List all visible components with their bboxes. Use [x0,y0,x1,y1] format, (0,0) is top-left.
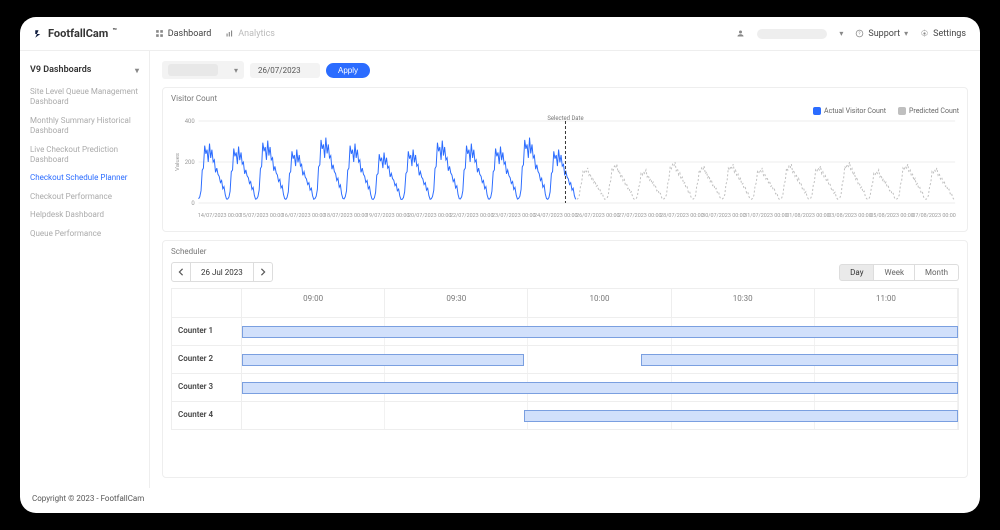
svg-text:30/07/2023 00:00: 30/07/2023 00:00 [702,213,745,219]
counter-row: Counter 3 [172,373,958,401]
svg-text:22/07/2023 00:00: 22/07/2023 00:00 [450,213,493,219]
nav-support[interactable]: ? Support▾ [855,29,908,39]
svg-text:16/07/2023 00:00: 16/07/2023 00:00 [282,213,325,219]
scheduler-date-label: 26 Jul 2023 [191,262,253,282]
sidebar-item[interactable]: Helpdesk Dashboard [28,206,141,224]
view-segmented: Day Week Month [839,264,959,281]
svg-text:18/07/2023 00:00: 18/07/2023 00:00 [324,213,367,219]
chevron-left-icon [177,268,185,276]
chevron-right-icon [259,268,267,276]
sidebar-title-row[interactable]: V9 Dashboards ▾ [28,61,141,81]
svg-text:200: 200 [185,159,195,166]
sidebar-item[interactable]: Checkout Performance [28,188,141,206]
brand-name: FootfallCam [48,27,108,40]
view-week[interactable]: Week [874,264,915,281]
sidebar-item[interactable]: Monthly Summary Historical Dashboard [28,112,141,141]
view-day[interactable]: Day [839,264,874,281]
svg-text:?: ? [859,31,861,37]
gear-icon [920,29,929,38]
visitor-count-chart: 0 200 400 Values Selected Date 14/07/2023 00:… [171,115,959,225]
svg-text:15/07/2023 00:00: 15/07/2023 00:00 [240,213,283,219]
svg-text:05/08/2023 00:00: 05/08/2023 00:00 [870,213,913,219]
date-input[interactable]: 26/07/2023 [250,63,320,78]
svg-text:28/07/2023 00:00: 28/07/2023 00:00 [660,213,703,219]
nav-settings-label: Settings [933,29,966,39]
svg-text:07/08/2023 00:00: 07/08/2023 00:00 [912,213,955,219]
dashboard-icon [155,29,164,38]
user-caret-icon[interactable]: ▾ [839,29,843,38]
counter-row: Counter 2 [172,345,958,373]
next-day-button[interactable] [253,262,273,282]
nav-support-label: Support [868,29,900,39]
svg-text:01/08/2023 00:00: 01/08/2023 00:00 [786,213,829,219]
analytics-icon [225,29,234,38]
svg-text:31/07/2023 00:00: 31/07/2023 00:00 [744,213,787,219]
chevron-down-icon: ▾ [234,66,238,75]
svg-text:Selected Date: Selected Date [547,115,583,122]
counter-row: Counter 1 [172,317,958,345]
counter-row: Counter 4 [172,401,958,429]
svg-text:14/07/2023 00:00: 14/07/2023 00:00 [198,213,241,219]
legend-predicted: Predicted Count [898,107,959,115]
svg-text:27/07/2023 00:00: 27/07/2023 00:00 [618,213,661,219]
sidebar-title: V9 Dashboards [30,65,91,75]
svg-text:24/07/2023 00:00: 24/07/2023 00:00 [534,213,577,219]
visitor-count-card: Visitor Count Actual Visitor Count Predi… [162,87,968,232]
sidebar-item[interactable]: Checkout Schedule Planner [28,169,141,187]
filter-select[interactable]: ▾ [162,61,244,79]
footer-copyright: Copyright © 2023 - FootfallCam [20,488,980,513]
svg-text:03/08/2023 00:00: 03/08/2023 00:00 [828,213,871,219]
scheduler-card: Scheduler 26 Jul 2023 Day Week Month 09:… [162,240,968,478]
scheduler-grid: 09:0009:3010:0010:3011:00Counter 1Counte… [171,288,959,430]
svg-text:23/07/2023 00:00: 23/07/2023 00:00 [492,213,535,219]
legend-actual: Actual Visitor Count [813,107,886,115]
schedule-bar[interactable] [641,354,958,366]
svg-text:0: 0 [191,200,194,207]
schedule-bar[interactable] [242,354,524,366]
counter-label: Counter 1 [172,318,242,345]
brand-logo: FootfallCam ™ [34,27,117,40]
view-month[interactable]: Month [915,264,959,281]
time-header: 09:00 [242,289,385,317]
chart-title: Visitor Count [171,94,959,103]
counter-label: Counter 4 [172,402,242,429]
help-icon: ? [855,29,864,38]
nav-dashboard-label: Dashboard [168,29,212,39]
brand-icon [34,29,44,39]
sidebar-item[interactable]: Site Level Queue Management Dashboard [28,83,141,112]
svg-text:19/07/2023 00:00: 19/07/2023 00:00 [366,213,409,219]
nav-settings[interactable]: Settings [920,29,966,39]
time-header: 10:00 [528,289,671,317]
prev-day-button[interactable] [171,262,191,282]
svg-text:26/07/2023 00:00: 26/07/2023 00:00 [576,213,619,219]
scheduler-title: Scheduler [171,247,959,256]
svg-text:Values: Values [174,153,181,171]
counter-label: Counter 3 [172,374,242,401]
svg-text:400: 400 [185,118,195,125]
nav-analytics[interactable]: Analytics [225,29,275,39]
time-header: 10:30 [672,289,815,317]
sidebar-item[interactable]: Live Checkout Prediction Dashboard [28,141,141,170]
svg-text:20/07/2023 00:00: 20/07/2023 00:00 [408,213,451,219]
sidebar-item[interactable]: Queue Performance [28,225,141,243]
schedule-bar[interactable] [242,326,958,338]
filter-value-redacted [168,64,218,76]
schedule-bar[interactable] [242,382,958,394]
user-name-redacted[interactable] [757,29,827,39]
counter-label: Counter 2 [172,346,242,373]
time-header: 09:30 [385,289,528,317]
user-icon [736,29,745,38]
time-header: 11:00 [815,289,958,317]
nav-dashboard[interactable]: Dashboard [155,29,212,39]
apply-button[interactable]: Apply [326,63,370,78]
schedule-bar[interactable] [524,410,958,422]
brand-tm: ™ [112,27,116,35]
nav-analytics-label: Analytics [238,29,275,39]
sidebar-collapse-icon: ▾ [135,66,139,75]
